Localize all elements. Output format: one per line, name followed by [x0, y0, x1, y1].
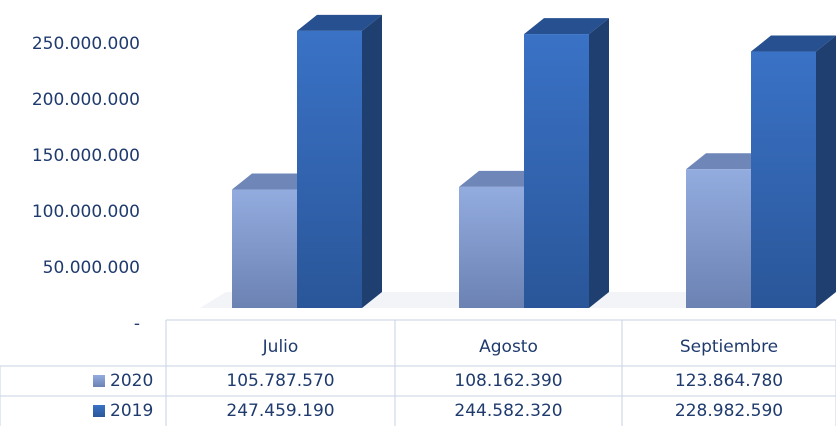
x-tick-label: Septiembre [680, 337, 778, 357]
y-tick-label: 200.000.000 [32, 90, 140, 110]
data-label: 244.582.320 [454, 401, 562, 421]
legend-swatch [93, 405, 105, 417]
bar [232, 189, 297, 308]
data-label: 105.787.570 [226, 371, 334, 391]
data-label: 123.864.780 [675, 371, 783, 391]
y-tick-label: 50.000.000 [43, 258, 140, 278]
y-tick-label: 150.000.000 [32, 146, 140, 166]
bar [459, 186, 524, 308]
x-tick-label: Julio [262, 337, 299, 357]
data-label: 228.982.590 [675, 401, 783, 421]
y-tick-label: 250.000.000 [32, 34, 140, 54]
bar-top [524, 18, 609, 35]
legend-label: 2020 [110, 371, 153, 391]
bar-top [459, 170, 544, 187]
data-label: 247.459.190 [226, 401, 334, 421]
bar-side [589, 18, 609, 308]
bar [686, 169, 751, 308]
bar-top [297, 14, 382, 31]
bar-top [751, 35, 836, 52]
bar-top [232, 173, 317, 190]
data-label: 108.162.390 [454, 371, 562, 391]
bar-top [686, 153, 771, 170]
bar [524, 34, 589, 308]
legend-swatch [93, 375, 105, 387]
bar-side [362, 14, 382, 309]
x-tick-label: Agosto [479, 337, 538, 357]
bar [297, 30, 362, 309]
bar [751, 51, 816, 309]
bar-side [816, 35, 836, 309]
y-tick-label: - [134, 314, 140, 334]
legend-label: 2019 [110, 401, 153, 421]
y-tick-label: 100.000.000 [32, 202, 140, 222]
